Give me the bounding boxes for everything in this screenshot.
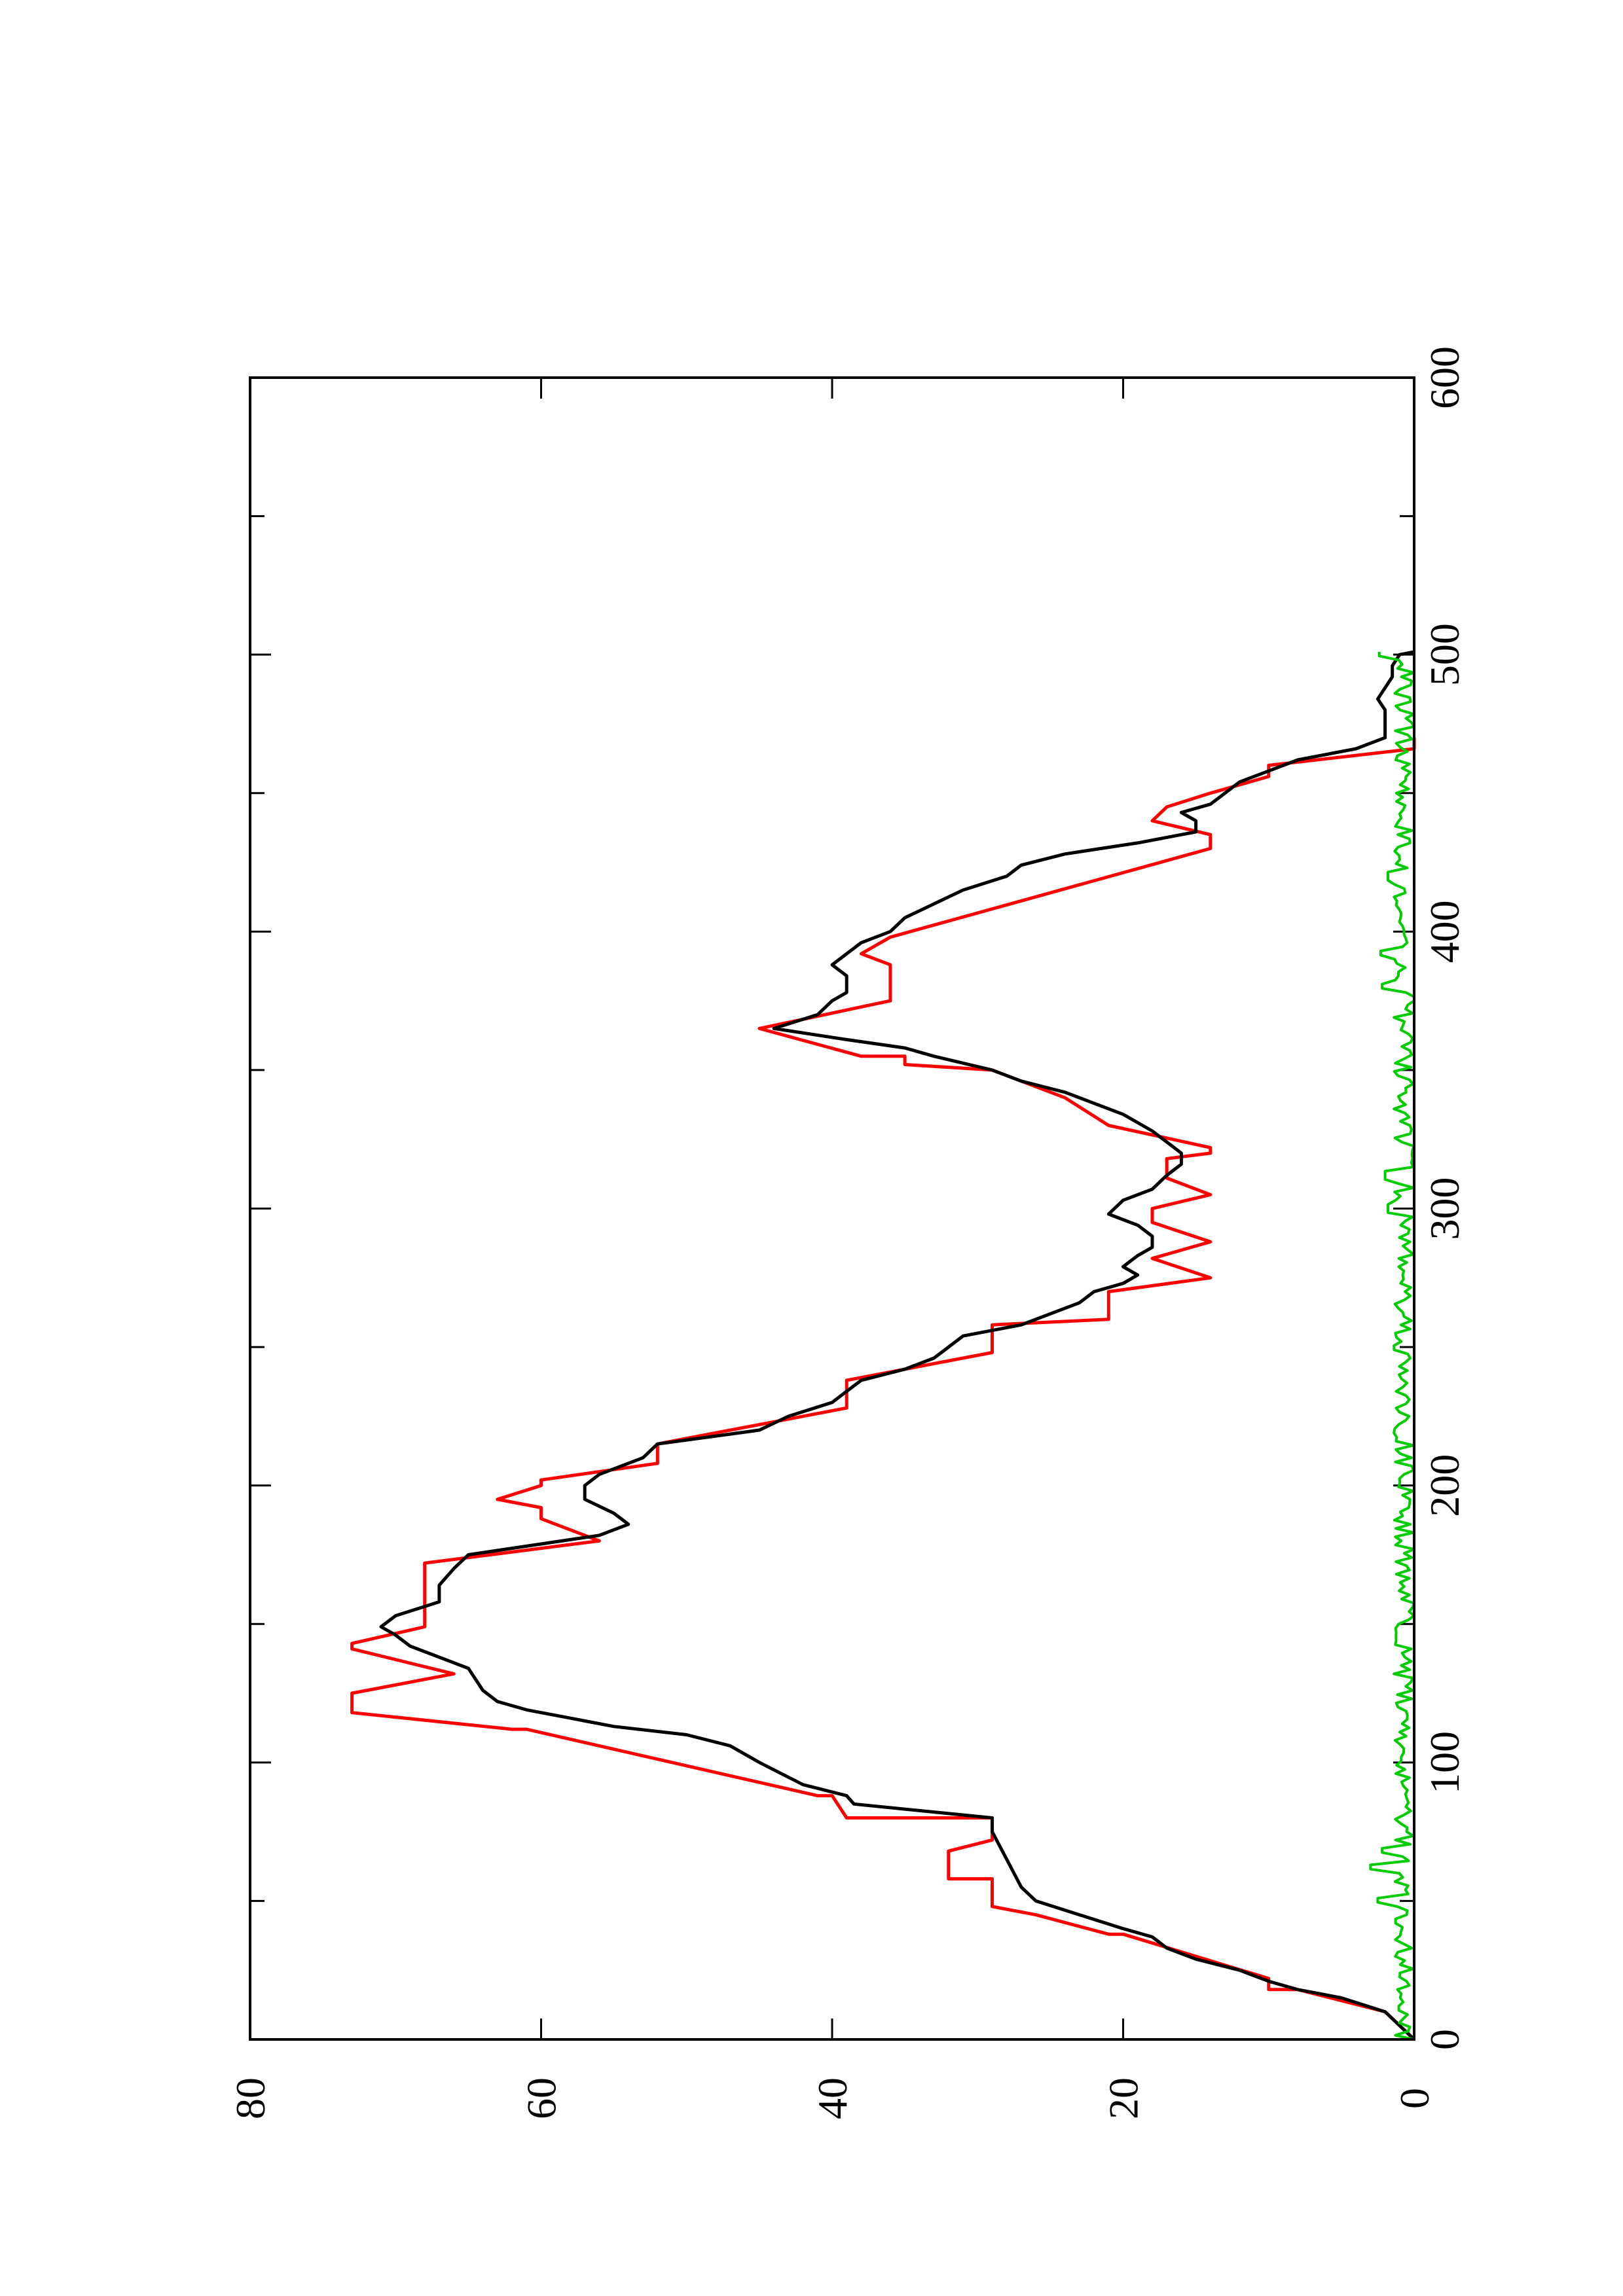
x-tick-label: 600 <box>1421 346 1468 409</box>
x-tick-label: 500 <box>1421 623 1468 686</box>
series-line-1 <box>379 650 1415 2041</box>
y-tick-label: 80 <box>227 2077 274 2119</box>
y-tick-label: 60 <box>519 2077 565 2119</box>
x-tick-label: 200 <box>1421 1454 1468 1517</box>
x-tick-label: 400 <box>1421 900 1468 963</box>
y-tick-label: 40 <box>809 2077 856 2119</box>
series-line-2 <box>1369 651 1415 2041</box>
series-line-0 <box>350 738 1416 2041</box>
x-tick-label: 300 <box>1421 1177 1468 1240</box>
series-layer <box>350 650 1416 2041</box>
label-layer: 0 100 200 300 400 500 600 0 20 40 60 80 <box>227 346 1468 2119</box>
x-tick-label: 100 <box>1421 1731 1468 1794</box>
y-tick-label: 0 <box>1391 2088 1438 2109</box>
x-tick-label: 0 <box>1421 2029 1468 2050</box>
plot-frame <box>249 376 1415 2041</box>
tick-layer <box>249 376 1415 2041</box>
y-tick-label: 20 <box>1101 2077 1147 2119</box>
